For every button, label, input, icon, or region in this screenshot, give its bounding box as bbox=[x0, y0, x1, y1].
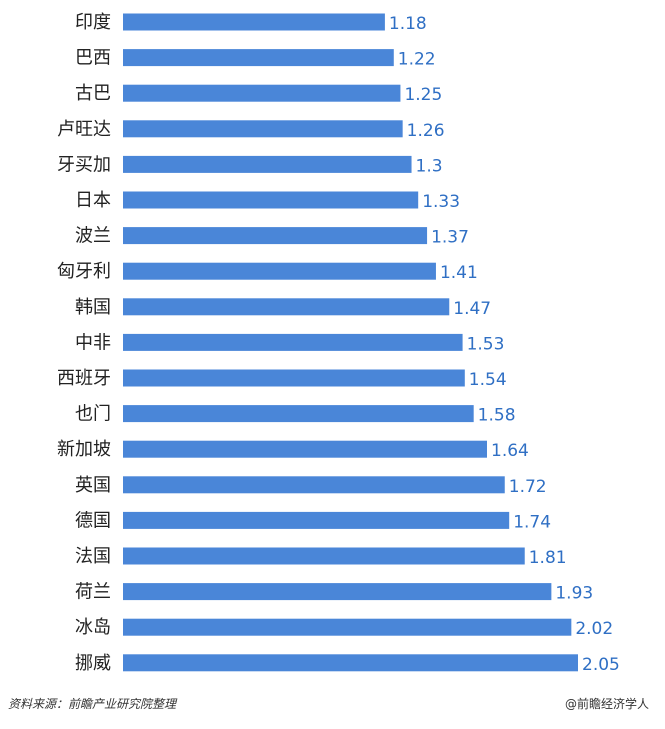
bar bbox=[123, 191, 419, 209]
value-label: 1.93 bbox=[555, 584, 593, 604]
category-label: 卢旺达 bbox=[57, 119, 111, 140]
value-label: 2.02 bbox=[575, 619, 613, 639]
category-label: 韩国 bbox=[75, 297, 111, 318]
category-label: 中非 bbox=[75, 332, 111, 353]
value-label: 1.26 bbox=[407, 121, 445, 141]
category-label: 印度 bbox=[75, 12, 111, 33]
bar bbox=[123, 369, 465, 387]
bar bbox=[123, 227, 428, 245]
bar bbox=[123, 155, 412, 173]
value-label: 1.64 bbox=[491, 441, 529, 461]
value-label: 1.41 bbox=[440, 263, 478, 283]
category-label: 德国 bbox=[75, 510, 111, 531]
category-label: 西班牙 bbox=[57, 368, 111, 389]
category-label: 法国 bbox=[75, 546, 111, 567]
category-label: 波兰 bbox=[75, 226, 111, 247]
category-label: 日本 bbox=[75, 190, 111, 211]
source-note: 资料来源：前瞻产业研究院整理 bbox=[8, 697, 177, 711]
bar bbox=[123, 476, 505, 494]
bar bbox=[123, 333, 463, 351]
bar bbox=[123, 120, 403, 138]
bar bbox=[123, 511, 510, 529]
category-label: 牙买加 bbox=[57, 154, 111, 175]
value-label: 1.74 bbox=[513, 512, 551, 532]
value-label: 1.53 bbox=[467, 334, 505, 354]
category-label: 匈牙利 bbox=[57, 261, 111, 282]
bar bbox=[123, 618, 572, 636]
bar bbox=[123, 440, 487, 458]
bar bbox=[123, 84, 401, 102]
value-label: 1.72 bbox=[509, 477, 547, 497]
bar-chart: 印度 1.18 巴西 1.22 古巴 1.25 卢旺达 1.26 牙买加 1.3 日本 1.33 波兰 1… bbox=[57, 12, 620, 675]
value-label: 1.58 bbox=[478, 406, 516, 426]
category-label: 也门 bbox=[75, 404, 111, 425]
bar bbox=[123, 13, 385, 31]
value-label: 1.54 bbox=[469, 370, 507, 390]
bar bbox=[123, 262, 436, 280]
category-label: 挪威 bbox=[75, 653, 111, 674]
brand-credit: @前瞻经济学人 bbox=[564, 697, 649, 711]
category-label: 巴西 bbox=[75, 48, 111, 69]
bar bbox=[123, 547, 525, 565]
category-label: 英国 bbox=[75, 475, 111, 496]
value-label: 1.33 bbox=[422, 192, 460, 212]
bar bbox=[123, 298, 450, 316]
value-label: 1.25 bbox=[404, 85, 442, 105]
category-label: 荷兰 bbox=[75, 582, 111, 603]
bar bbox=[123, 654, 578, 672]
value-label: 2.05 bbox=[582, 655, 620, 675]
category-label: 冰岛 bbox=[75, 617, 111, 638]
value-label: 1.22 bbox=[398, 50, 436, 70]
bar bbox=[123, 405, 474, 423]
value-label: 1.47 bbox=[453, 299, 491, 319]
bar bbox=[123, 583, 552, 601]
value-label: 1.81 bbox=[529, 548, 567, 568]
bar bbox=[123, 49, 394, 67]
category-label: 古巴 bbox=[75, 83, 111, 104]
value-label: 1.37 bbox=[431, 228, 469, 248]
value-label: 1.3 bbox=[416, 156, 443, 176]
value-label: 1.18 bbox=[389, 14, 427, 34]
category-label: 新加坡 bbox=[57, 439, 111, 460]
